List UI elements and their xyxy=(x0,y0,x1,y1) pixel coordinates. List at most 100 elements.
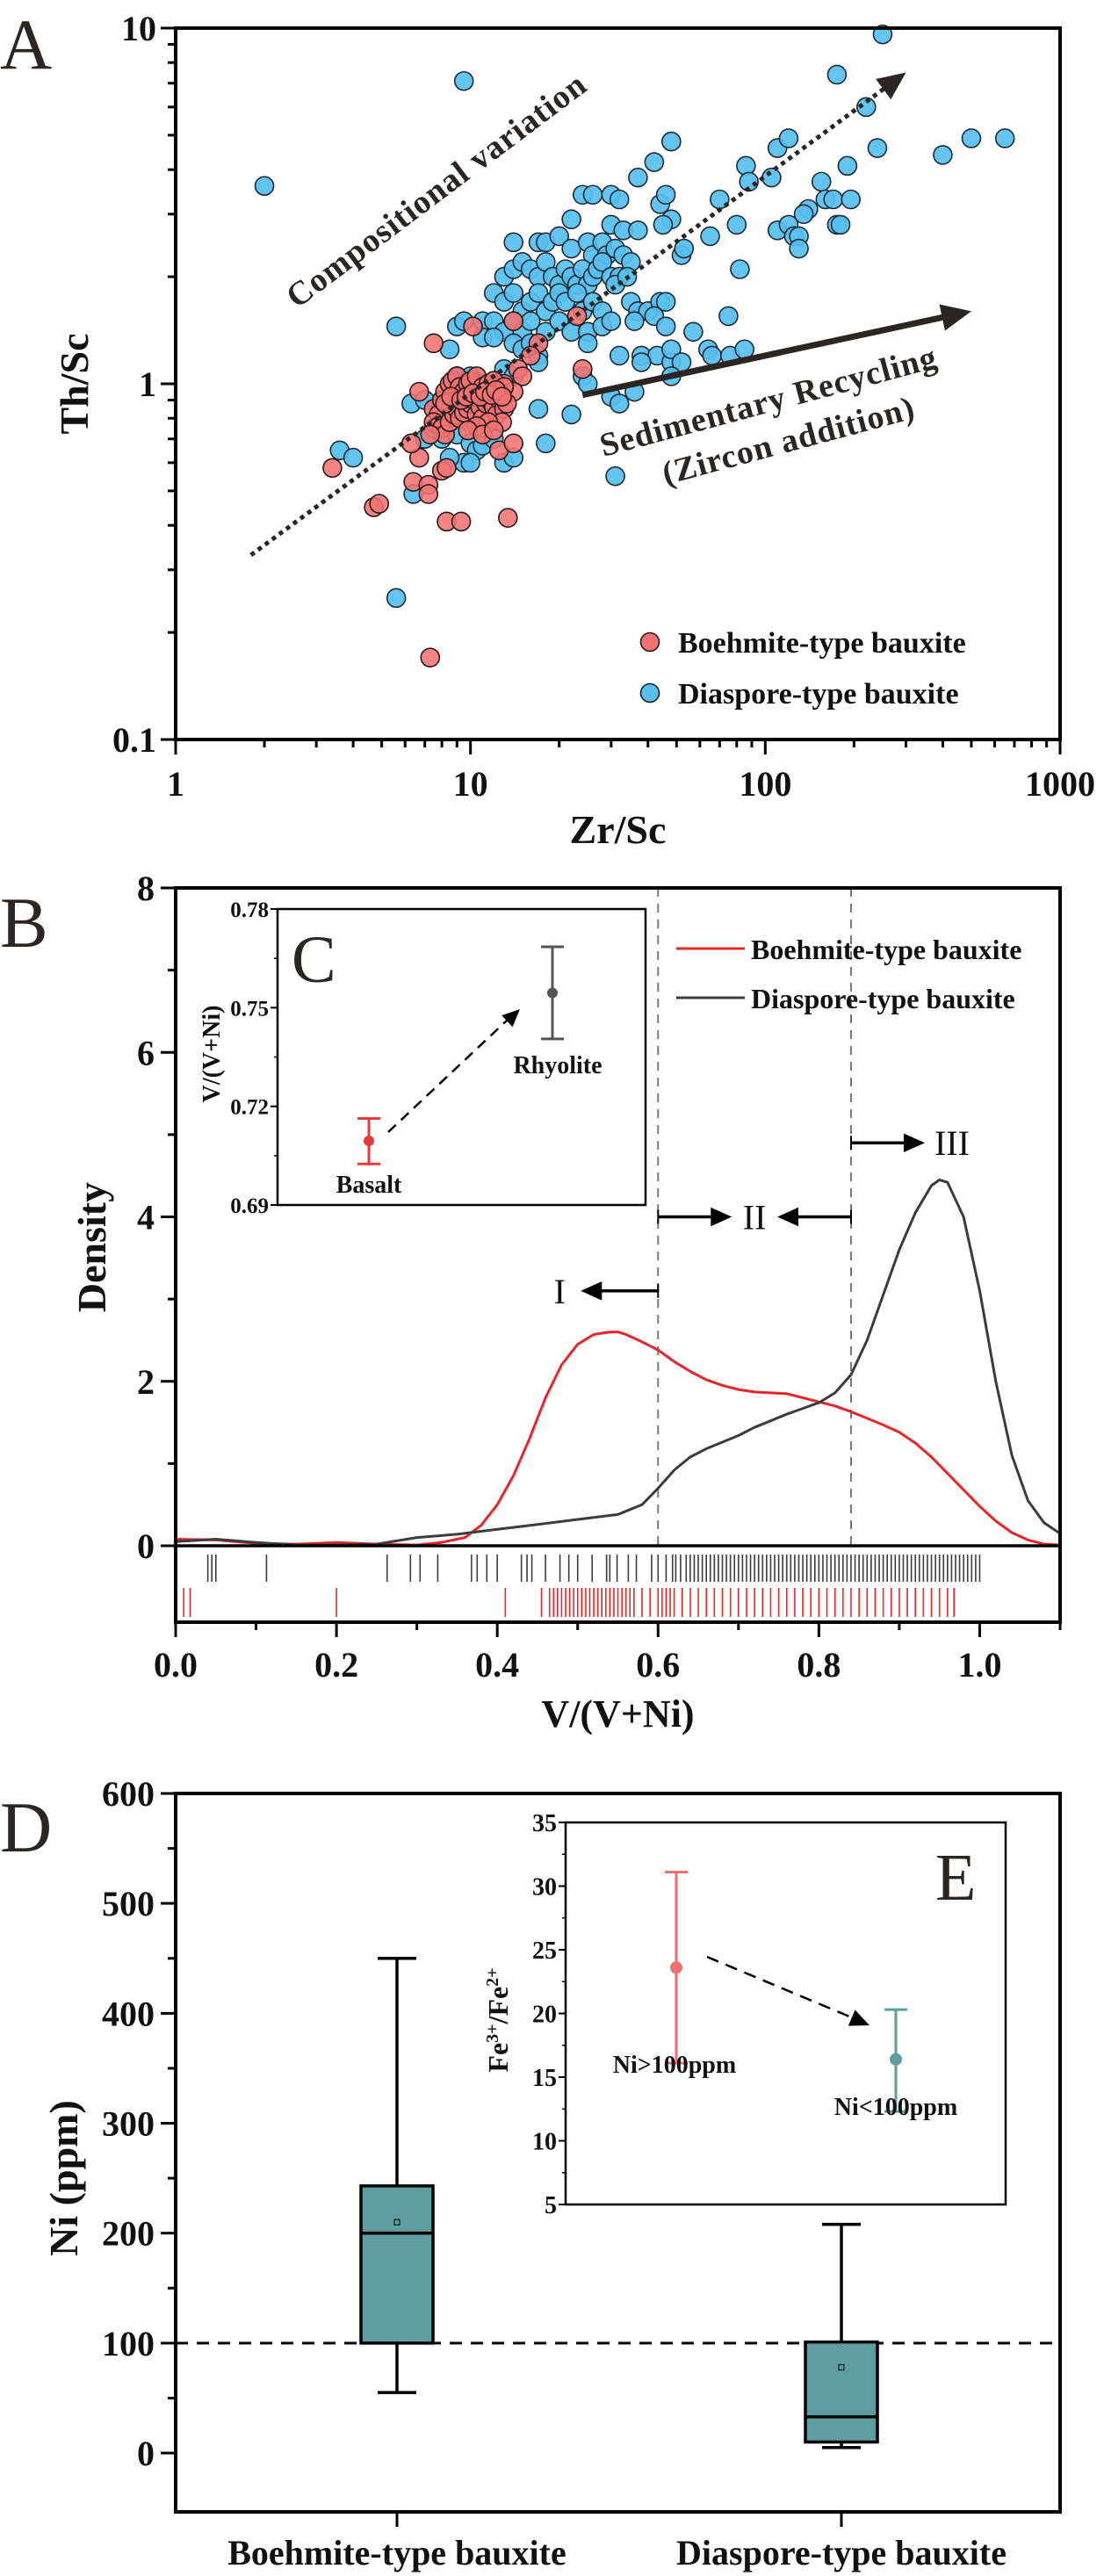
point-label-ni-high: Ni>100ppm xyxy=(613,2052,736,2079)
inset-frame-c xyxy=(276,907,647,1207)
panel-label-d: D xyxy=(0,1787,52,1867)
y-tick-label: 2 xyxy=(137,1362,155,1402)
y-tick-label: 0.78 xyxy=(230,898,269,922)
y-tick-label: 15 xyxy=(532,2065,557,2092)
x-axis-label-b: V/(V+Ni) xyxy=(541,1692,694,1735)
legend-label: Diaspore-type bauxite xyxy=(678,678,959,711)
data-point-diaspore xyxy=(628,220,648,241)
data-point-diaspore xyxy=(793,204,814,225)
data-point-boehmite xyxy=(451,511,472,532)
data-point-diaspore xyxy=(561,209,581,230)
data-point-diaspore xyxy=(453,70,474,91)
data-point-diaspore xyxy=(528,283,549,303)
arrow-left-icon xyxy=(776,1207,798,1227)
panel-label-b: B xyxy=(0,883,48,963)
panel-label-e: E xyxy=(935,1841,976,1915)
data-point-diaspore xyxy=(761,167,782,188)
data-point-diaspore xyxy=(655,292,676,312)
mean-marker xyxy=(838,2363,845,2370)
panel-label-c: C xyxy=(292,923,336,997)
data-point-diaspore xyxy=(655,184,676,206)
y-axis-label-c: V/(V+Ni) xyxy=(198,1006,226,1103)
data-point-boehmite xyxy=(572,358,593,379)
data-point-diaspore xyxy=(566,283,588,303)
data-point-diaspore xyxy=(789,238,809,259)
data-point-diaspore xyxy=(582,184,603,206)
data-point-diaspore xyxy=(653,214,674,235)
arrow-right-icon xyxy=(711,1207,732,1227)
sedimentary-recycling-arrow xyxy=(581,313,949,399)
density-curve-diaspore xyxy=(175,1178,1061,1547)
x-tick-label: 10 xyxy=(453,764,488,804)
data-point-diaspore xyxy=(994,128,1015,148)
y-tick-label: 0.69 xyxy=(230,1194,269,1218)
data-point-diaspore xyxy=(841,189,861,210)
data-point-boehmite xyxy=(503,433,524,454)
x-tick-label: 0.6 xyxy=(636,1645,680,1685)
data-point-diaspore xyxy=(254,176,275,196)
panel-label-a: A xyxy=(0,4,52,84)
superscript: 2+ xyxy=(483,1967,502,1986)
data-point-diaspore xyxy=(683,321,704,343)
y-axis-label-e: Fe3+/Fe2+ xyxy=(482,1967,514,2072)
y-tick-label: 5 xyxy=(545,2192,557,2219)
data-point-boehmite xyxy=(420,647,441,667)
trend-arrow-line xyxy=(706,1955,855,2020)
data-point-diaspore xyxy=(483,327,504,348)
data-point-diaspore xyxy=(609,345,630,366)
data-point-diaspore xyxy=(549,226,570,247)
data-point-diaspore xyxy=(609,393,630,414)
panel-d: D 0 100 200 300 400 500 600 Boehmite-type bauxit… xyxy=(0,1774,1062,2572)
data-point-diaspore xyxy=(609,189,630,210)
x-tick-label: 1000 xyxy=(1025,764,1095,804)
superscript: 3+ xyxy=(483,2024,502,2042)
y-axis-label-b: Density xyxy=(69,1182,114,1312)
data-point-boehmite xyxy=(408,381,429,402)
data-point-diaspore xyxy=(661,131,682,152)
mean-point xyxy=(670,1961,682,1974)
y-tick-label: 10 xyxy=(121,9,156,48)
data-point-boehmite xyxy=(463,316,483,336)
mean-point xyxy=(890,2053,902,2066)
density-curve-boehmite xyxy=(175,1331,1061,1547)
data-point-diaspore xyxy=(674,238,695,259)
point-label-basalt: Basalt xyxy=(336,1172,402,1199)
scatter-points xyxy=(254,24,1015,667)
data-point-boehmite xyxy=(492,386,512,407)
legend-marker xyxy=(639,682,660,704)
data-point-diaspore xyxy=(343,447,364,468)
compositional-variation-arrow xyxy=(249,82,892,558)
legend-label: Boehmite-type bauxite xyxy=(678,627,966,660)
data-point-diaspore xyxy=(655,316,676,336)
data-point-diaspore xyxy=(961,128,982,148)
data-point-boehmite xyxy=(418,484,439,504)
mean-point xyxy=(547,987,558,999)
data-point-diaspore xyxy=(718,306,739,327)
data-point-diaspore xyxy=(577,333,598,354)
y-tick-label: 4 xyxy=(137,1198,155,1237)
data-point-diaspore xyxy=(624,311,645,331)
data-point-boehmite xyxy=(401,433,422,454)
trend-arrow-line xyxy=(387,1019,509,1133)
mean-marker xyxy=(393,2219,400,2226)
legend-label: Diaspore-type bauxite xyxy=(751,983,1015,1014)
y-tick-label: 200 xyxy=(102,2214,155,2254)
zone-label-iii: III xyxy=(934,1123,970,1163)
x-tick-label: 100 xyxy=(739,764,791,804)
x-category-label: Boehmite-type bauxite xyxy=(227,2533,566,2572)
data-point-boehmite xyxy=(503,311,524,331)
legend-label: Boehmite-type bauxite xyxy=(751,934,1021,965)
data-point-diaspore xyxy=(730,259,750,279)
data-point-diaspore xyxy=(702,345,723,366)
zone-label-ii: II xyxy=(743,1198,767,1237)
y-tick-label: 35 xyxy=(532,1810,557,1837)
x-tick-label: 0.2 xyxy=(314,1645,358,1685)
data-point-diaspore xyxy=(386,316,407,336)
panel-b: B 0.0 0.2 0.4 0.6 0.8 1.0 0 2 4 6 8 V/(V+Ni) Density B… xyxy=(0,869,1062,1735)
data-point-diaspore xyxy=(601,311,622,331)
data-point-diaspore xyxy=(503,283,524,303)
arrow-right-icon xyxy=(903,1133,925,1153)
data-point-diaspore xyxy=(528,399,549,419)
data-point-diaspore xyxy=(826,64,848,85)
